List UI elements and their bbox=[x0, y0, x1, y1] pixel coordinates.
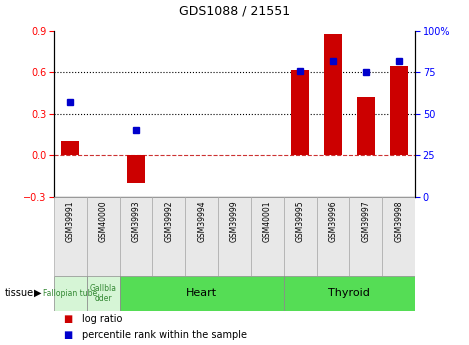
Bar bbox=[152, 197, 185, 276]
Bar bbox=[291, 70, 309, 155]
Bar bbox=[382, 197, 415, 276]
Bar bbox=[54, 276, 87, 310]
Text: GSM39996: GSM39996 bbox=[328, 200, 338, 242]
Text: GSM39999: GSM39999 bbox=[230, 200, 239, 242]
Bar bbox=[185, 197, 218, 276]
Bar bbox=[357, 97, 375, 155]
Text: Thyroid: Thyroid bbox=[328, 288, 371, 298]
Text: Gallbla
dder: Gallbla dder bbox=[90, 284, 117, 303]
Text: GSM39991: GSM39991 bbox=[66, 200, 75, 242]
Bar bbox=[61, 141, 79, 155]
Text: percentile rank within the sample: percentile rank within the sample bbox=[82, 330, 247, 339]
Bar bbox=[251, 197, 284, 276]
Bar bbox=[324, 34, 342, 155]
Text: GSM40001: GSM40001 bbox=[263, 200, 272, 242]
Bar bbox=[120, 197, 152, 276]
Text: GDS1088 / 21551: GDS1088 / 21551 bbox=[179, 4, 290, 17]
Bar bbox=[120, 276, 284, 310]
Text: tissue: tissue bbox=[5, 288, 34, 298]
Text: GSM39995: GSM39995 bbox=[295, 200, 305, 242]
Text: Fallopian tube: Fallopian tube bbox=[43, 289, 98, 298]
Text: GSM39998: GSM39998 bbox=[394, 200, 403, 242]
Bar bbox=[284, 197, 317, 276]
Bar bbox=[218, 197, 251, 276]
Text: Heart: Heart bbox=[186, 288, 217, 298]
Bar bbox=[390, 66, 408, 155]
Bar bbox=[284, 276, 415, 310]
Text: GSM39993: GSM39993 bbox=[131, 200, 141, 242]
Bar bbox=[54, 197, 87, 276]
Text: ▶: ▶ bbox=[34, 288, 42, 298]
Bar bbox=[87, 197, 120, 276]
Text: ■: ■ bbox=[63, 330, 73, 339]
Text: ■: ■ bbox=[63, 314, 73, 324]
Bar bbox=[127, 155, 145, 183]
Bar bbox=[317, 197, 349, 276]
Bar bbox=[349, 197, 382, 276]
Bar bbox=[87, 276, 120, 310]
Text: log ratio: log ratio bbox=[82, 314, 122, 324]
Text: GSM39997: GSM39997 bbox=[361, 200, 371, 242]
Text: GSM39994: GSM39994 bbox=[197, 200, 206, 242]
Text: GSM40000: GSM40000 bbox=[98, 200, 108, 242]
Text: GSM39992: GSM39992 bbox=[164, 200, 174, 242]
